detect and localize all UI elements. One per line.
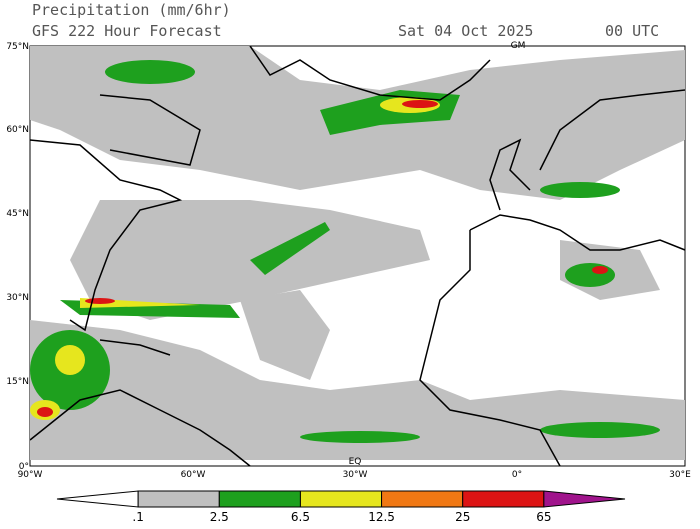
colorbar-label: 2.5	[210, 510, 229, 524]
colorbar-bin	[381, 490, 464, 508]
colorbar-label: 65	[536, 510, 551, 524]
colorbar-end	[543, 490, 626, 508]
lat-label: 45°N	[6, 209, 29, 219]
lon-label: 60°W	[181, 470, 206, 480]
colorbar-bin	[299, 490, 383, 508]
inner-label: EQ	[349, 457, 362, 467]
lon-label: 30°E	[669, 470, 691, 480]
colorbar-bin	[218, 490, 301, 508]
subtitle: GFS 222 Hour Forecast	[32, 22, 222, 40]
time: 00 UTC	[605, 22, 659, 40]
colorbar-bin	[137, 490, 220, 508]
colorbar-label: 6.5	[291, 510, 310, 524]
colorbar-bin	[462, 490, 545, 508]
lat-label: 30°N	[6, 293, 29, 303]
lat-label: 75°N	[6, 42, 29, 52]
colorbar-end	[56, 490, 139, 508]
title: Precipitation (mm/6hr)	[32, 1, 231, 19]
lat-label: 15°N	[6, 377, 29, 387]
colorbar-label: .1	[132, 510, 143, 524]
colorbar-label: 12.5	[368, 510, 395, 524]
lat-label: 0°	[19, 462, 29, 472]
lon-label: 30°W	[343, 470, 368, 480]
colorbar-label: 25	[455, 510, 470, 524]
date: Sat 04 Oct 2025	[398, 22, 533, 40]
coastlines	[29, 45, 686, 467]
lat-label: 60°N	[6, 125, 29, 135]
map	[29, 45, 686, 467]
lon-label: 0°	[512, 470, 522, 480]
lon-label: 90°W	[18, 470, 43, 480]
inner-label: GM	[511, 41, 526, 51]
